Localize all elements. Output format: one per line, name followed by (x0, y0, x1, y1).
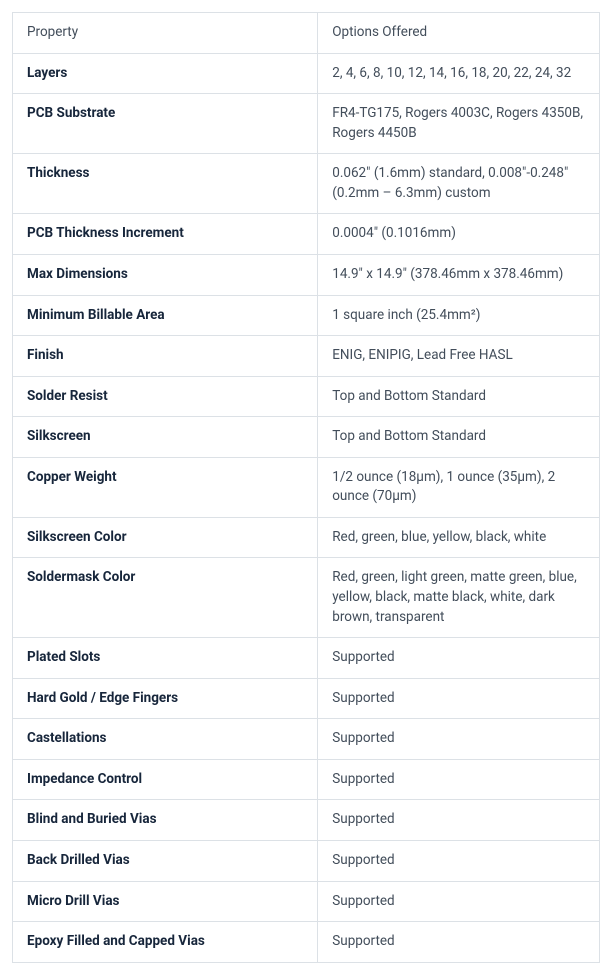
table-row: Max Dimensions14.9″ x 14.9″ (378.46mm x … (13, 254, 600, 295)
value-cell: Supported (318, 638, 600, 679)
table-row: Back Drilled ViasSupported (13, 840, 600, 881)
table-row: Silkscreen ColorRed, green, blue, yellow… (13, 517, 600, 558)
property-cell: Solder Resist (13, 376, 318, 417)
value-cell: Supported (318, 922, 600, 963)
property-cell: Plated Slots (13, 638, 318, 679)
value-cell: 0.0004″ (0.1016mm) (318, 214, 600, 255)
value-cell: Supported (318, 719, 600, 760)
table-row: Epoxy Filled and Capped ViasSupported (13, 922, 600, 963)
value-cell: Top and Bottom Standard (318, 417, 600, 458)
table-row: Blind and Buried ViasSupported (13, 800, 600, 841)
property-cell: Castellations (13, 719, 318, 760)
value-cell: Supported (318, 678, 600, 719)
table-row: Impedance ControlSupported (13, 759, 600, 800)
value-cell: Top and Bottom Standard (318, 376, 600, 417)
property-cell: Micro Drill Vias (13, 881, 318, 922)
table-row: CastellationsSupported (13, 719, 600, 760)
table-row: PCB Thickness Increment0.0004″ (0.1016mm… (13, 214, 600, 255)
property-cell: Max Dimensions (13, 254, 318, 295)
table-row: Minimum Billable Area1 square inch (25.4… (13, 295, 600, 336)
property-cell: PCB Thickness Increment (13, 214, 318, 255)
table-row: Solder ResistTop and Bottom Standard (13, 376, 600, 417)
property-cell: Epoxy Filled and Capped Vias (13, 922, 318, 963)
value-cell: 1 square inch (25.4mm²) (318, 295, 600, 336)
specifications-table: Property Options Offered Layers2, 4, 6, … (12, 12, 600, 963)
value-cell: Supported (318, 840, 600, 881)
property-cell: Minimum Billable Area (13, 295, 318, 336)
column-header-property: Property (13, 13, 318, 54)
value-cell: 2, 4, 6, 8, 10, 12, 14, 16, 18, 20, 22, … (318, 53, 600, 94)
value-cell: Red, green, light green, matte green, bl… (318, 558, 600, 638)
table-row: Soldermask ColorRed, green, light green,… (13, 558, 600, 638)
table-row: Micro Drill ViasSupported (13, 881, 600, 922)
property-cell: Copper Weight (13, 457, 318, 517)
table-row: SilkscreenTop and Bottom Standard (13, 417, 600, 458)
column-header-options: Options Offered (318, 13, 600, 54)
property-cell: Finish (13, 336, 318, 377)
value-cell: Supported (318, 881, 600, 922)
property-cell: Back Drilled Vias (13, 840, 318, 881)
property-cell: Soldermask Color (13, 558, 318, 638)
table-row: Thickness0.062″ (1.6mm) standard, 0.008″… (13, 154, 600, 214)
value-cell: 1/2 ounce (18µm), 1 ounce (35µm), 2 ounc… (318, 457, 600, 517)
table-row: Layers2, 4, 6, 8, 10, 12, 14, 16, 18, 20… (13, 53, 600, 94)
table-row: Hard Gold / Edge FingersSupported (13, 678, 600, 719)
value-cell: Supported (318, 759, 600, 800)
table-header-row: Property Options Offered (13, 13, 600, 54)
property-cell: PCB Substrate (13, 94, 318, 154)
value-cell: 14.9″ x 14.9″ (378.46mm x 378.46mm) (318, 254, 600, 295)
property-cell: Blind and Buried Vias (13, 800, 318, 841)
property-cell: Hard Gold / Edge Fingers (13, 678, 318, 719)
value-cell: FR4-TG175, Rogers 4003C, Rogers 4350B, R… (318, 94, 600, 154)
property-cell: Impedance Control (13, 759, 318, 800)
value-cell: Red, green, blue, yellow, black, white (318, 517, 600, 558)
table-row: Copper Weight1/2 ounce (18µm), 1 ounce (… (13, 457, 600, 517)
table-row: FinishENIG, ENIPIG, Lead Free HASL (13, 336, 600, 377)
table-row: Plated SlotsSupported (13, 638, 600, 679)
property-cell: Layers (13, 53, 318, 94)
property-cell: Silkscreen Color (13, 517, 318, 558)
property-cell: Silkscreen (13, 417, 318, 458)
value-cell: 0.062″ (1.6mm) standard, 0.008″-0.248″ (… (318, 154, 600, 214)
value-cell: ENIG, ENIPIG, Lead Free HASL (318, 336, 600, 377)
property-cell: Thickness (13, 154, 318, 214)
table-row: PCB SubstrateFR4-TG175, Rogers 4003C, Ro… (13, 94, 600, 154)
value-cell: Supported (318, 800, 600, 841)
